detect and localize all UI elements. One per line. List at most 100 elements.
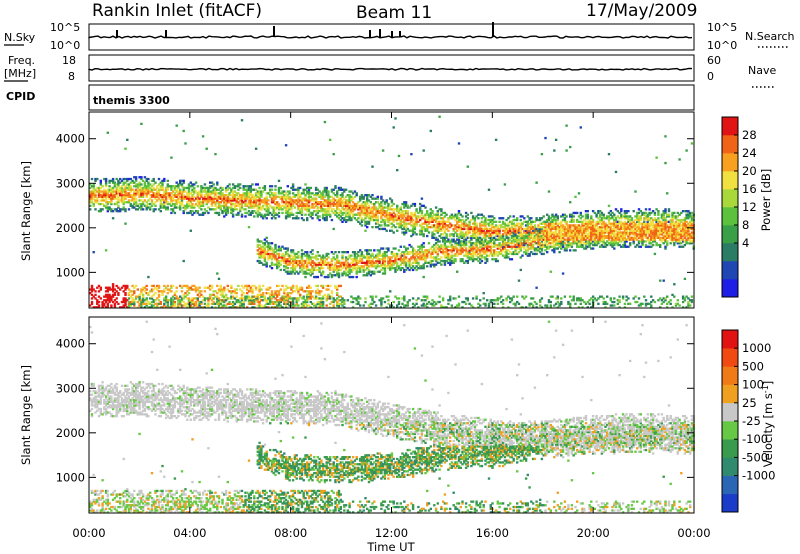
echo-cell [198,202,201,206]
echo-cell [509,297,512,300]
echo-cell [230,284,233,288]
echo-cell [357,261,360,264]
echo-cell [531,220,535,223]
echo-cell [106,304,109,307]
echo-cell [390,208,394,211]
echo-cell [193,284,196,288]
echo-cell [450,240,454,243]
echo-cell [337,299,341,302]
echo-cell [136,300,139,304]
echo-cell [498,224,501,227]
echo-cell [359,265,362,268]
echo-cell [464,302,468,305]
echo-cell [163,299,166,302]
echo-cell [291,202,295,206]
echo-cell [374,218,378,222]
echo-cell [149,186,152,190]
echo-cell [226,284,229,288]
echo-cell [427,261,431,264]
echo-cell [288,300,291,304]
echo-cell [359,268,362,272]
echo-cell [157,183,161,186]
echo-cell [295,217,298,220]
echo-cell [505,299,508,302]
echo-cell [284,199,288,202]
echo-cell [521,242,524,245]
echo-cell [461,227,464,231]
echo-cell [327,261,330,264]
echo-cell [392,267,395,270]
echo-cell [159,201,162,204]
echo-cell [265,197,268,200]
echo-cell [92,204,95,207]
echo-cell [313,297,316,300]
echo-cell [419,233,422,236]
echo-cell [403,222,406,225]
echo-cell [403,304,406,307]
echo-cell [170,284,173,288]
echo-cell [390,261,394,264]
echo-cell [447,302,450,305]
echo-cell [332,211,335,215]
echo-cell [203,188,207,191]
echo-cell [371,165,374,168]
echo-cell [385,251,388,254]
echo-cell [367,270,371,273]
echo-cell [291,204,295,207]
echo-cell [180,306,184,309]
echo-cell [120,306,124,309]
echo-cell [272,210,275,213]
echo-cell [111,283,115,286]
echo-cell [314,186,318,190]
echo-cell [399,245,402,248]
echo-cell [351,215,355,218]
echo-cell [480,231,484,234]
echo-cell [341,202,344,206]
echo-cell [348,206,351,209]
echo-cell [219,197,222,200]
echo-cell [117,206,120,209]
echo-cell [101,199,104,202]
echo-cell [410,218,413,222]
echo-cell [304,204,307,207]
echo-cell [503,222,507,225]
echo-cell [168,197,171,200]
echo-cell [454,224,457,227]
echo-cell [500,245,503,248]
echo-cell [415,254,418,257]
echo-cell [187,211,191,215]
echo-cell [426,234,429,238]
echo-cell [124,177,127,181]
echo-cell [380,299,383,302]
echo-cell [457,242,461,245]
echo-cell [291,261,295,264]
echo-cell [477,236,480,239]
echo-cell [470,238,473,241]
echo-cell [267,249,270,252]
echo-cell [512,302,515,305]
echo-cell [265,292,268,295]
echo-cell [283,258,286,261]
echo-cell [325,215,328,218]
echo-cell [272,215,275,218]
echo-cell [387,211,390,215]
echo-cell [300,199,304,202]
echo-cell [265,263,268,266]
echo-cell [454,306,457,309]
echo-cell [101,192,104,195]
echo-cell [503,247,507,250]
echo-cell [336,297,339,300]
echo-cell [505,251,508,254]
echo-cell [216,284,219,288]
echo-cell [286,292,289,295]
echo-cell [92,195,95,198]
echo-cell [143,190,147,193]
echo-cell [309,261,312,264]
echo-cell [277,299,281,302]
echo-cell [489,247,492,250]
echo-cell [463,249,466,252]
echo-cell [217,277,221,280]
echo-cell [309,306,312,309]
echo-cell [113,183,117,186]
echo-cell [327,208,330,211]
